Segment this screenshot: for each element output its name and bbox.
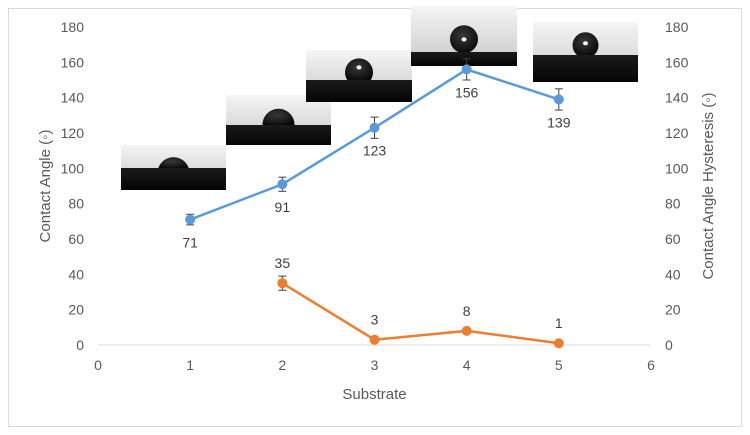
y-tick-label-140: 140 (61, 90, 85, 106)
x-tick-label-2: 2 (278, 357, 286, 373)
droplet-shape (158, 157, 189, 168)
hysteresis-data-label-2: 35 (275, 255, 291, 271)
x-tick-label-1: 1 (186, 357, 194, 373)
droplet-image-2 (226, 95, 331, 145)
x-tick-label-5: 5 (555, 357, 563, 373)
x-axis-title: Substrate (342, 386, 406, 403)
y-tick-label-160: 160 (61, 54, 85, 70)
x-tick-label-6: 6 (647, 357, 655, 373)
droplet-image-substrate (121, 168, 226, 190)
droplet-image-1 (121, 145, 226, 190)
contact_angle-data-label-3: 123 (363, 143, 387, 159)
y2-tick-label-0: 0 (665, 337, 673, 353)
droplet-shape (262, 108, 295, 125)
hysteresis-point-2 (277, 278, 288, 289)
droplet-highlight (356, 65, 362, 70)
y2-tick-label-140: 140 (665, 90, 689, 106)
x-tick-label-3: 3 (371, 357, 379, 373)
y2-tick-label-60: 60 (665, 231, 681, 247)
y-tick-label-80: 80 (68, 196, 84, 212)
y-tick-label-120: 120 (61, 125, 85, 141)
y2-tick-label-180: 180 (665, 19, 689, 35)
y2-tick-label-20: 20 (665, 302, 681, 318)
hysteresis-data-label-5: 1 (555, 315, 563, 331)
contact_angle-data-label-4: 156 (455, 84, 479, 100)
droplet-image-5 (533, 22, 638, 82)
droplet-image-substrate (226, 125, 331, 145)
contact_angle-data-label-2: 91 (275, 199, 291, 215)
hysteresis-line (281, 282, 559, 345)
y2-tick-label-120: 120 (665, 125, 689, 141)
contact_angle-point-1 (185, 214, 196, 225)
y2-tick-label-160: 160 (665, 54, 689, 70)
y-tick-label-100: 100 (61, 160, 85, 176)
contact_angle-data-label-5: 139 (547, 114, 571, 130)
contact_angle-data-label-1: 71 (182, 235, 198, 251)
hysteresis-data-label-4: 8 (463, 303, 471, 319)
y-tick-label-20: 20 (68, 302, 84, 318)
droplet-image-3 (306, 50, 412, 102)
y2-tick-label-80: 80 (665, 196, 681, 212)
contact_angle-point-5 (553, 94, 564, 105)
y2-tick-label-100: 100 (665, 160, 689, 176)
y-tick-label-40: 40 (68, 266, 84, 282)
droplet-highlight (461, 37, 467, 42)
droplet-highlight (583, 41, 588, 46)
droplet-image-4 (411, 6, 517, 66)
y-tick-label-180: 180 (61, 19, 85, 35)
y2-tick-label-40: 40 (665, 266, 681, 282)
contact_angle-point-4 (461, 64, 472, 75)
contact_angle-point-2 (277, 179, 288, 190)
contact_angle-point-3 (369, 122, 380, 133)
droplet-image-substrate (533, 55, 638, 82)
hysteresis-data-label-3: 3 (371, 312, 379, 328)
droplet-image-substrate (306, 80, 412, 102)
hysteresis-point-3 (369, 334, 380, 345)
hysteresis-point-4 (461, 325, 472, 336)
hysteresis-point-5 (553, 338, 564, 349)
y-axis-title: Contact Angle (◦) (37, 130, 54, 243)
y-tick-label-60: 60 (68, 231, 84, 247)
y2-axis-title: Contact Angle Hysteresis (◦) (700, 92, 717, 279)
x-tick-label-4: 4 (463, 357, 471, 373)
y-tick-label-0: 0 (76, 337, 84, 353)
x-tick-label-0: 0 (94, 357, 102, 373)
